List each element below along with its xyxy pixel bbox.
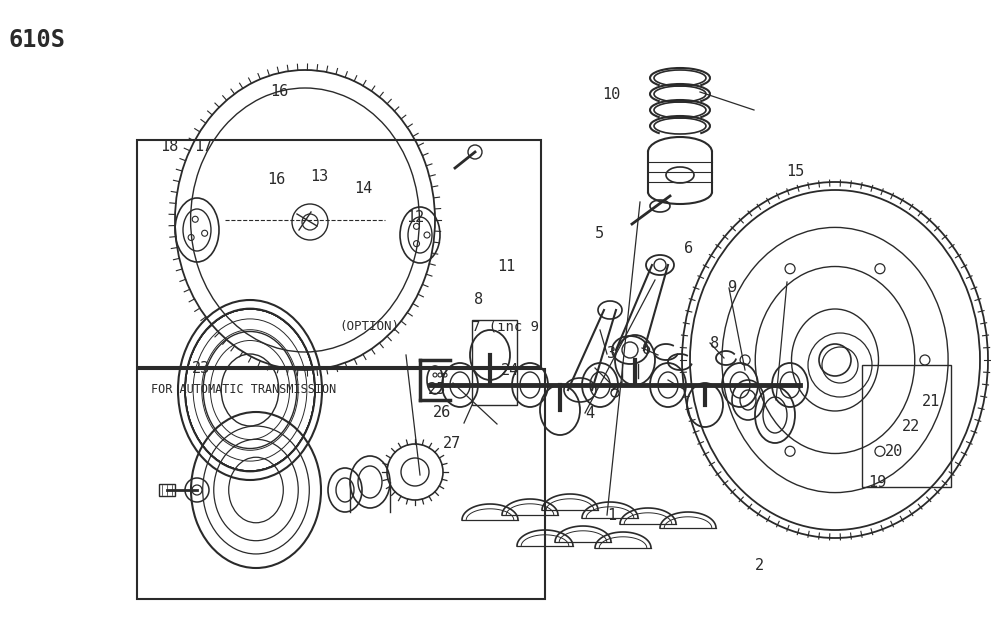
Text: 26: 26 bbox=[433, 405, 451, 420]
Text: 7 (inc 9: 7 (inc 9 bbox=[472, 320, 539, 334]
Text: 8: 8 bbox=[474, 292, 483, 307]
Text: 13: 13 bbox=[310, 169, 328, 184]
Text: 2: 2 bbox=[755, 558, 764, 573]
Bar bbox=[137, 140, 541, 367]
Text: 15: 15 bbox=[786, 164, 804, 179]
Text: 5: 5 bbox=[595, 226, 604, 242]
Text: 610S: 610S bbox=[8, 28, 65, 52]
Text: 10: 10 bbox=[603, 87, 620, 103]
Text: 23: 23 bbox=[192, 361, 210, 376]
Text: 9: 9 bbox=[728, 280, 737, 296]
Bar bbox=[137, 369, 545, 599]
Text: 12: 12 bbox=[406, 210, 424, 226]
Text: 21: 21 bbox=[922, 394, 939, 409]
Text: 27: 27 bbox=[443, 436, 461, 451]
Text: 17: 17 bbox=[194, 138, 212, 154]
Bar bbox=[862, 365, 951, 487]
Text: 11: 11 bbox=[497, 258, 515, 274]
Text: 22: 22 bbox=[902, 419, 920, 435]
Bar bbox=[159, 484, 175, 496]
Text: 18: 18 bbox=[161, 138, 178, 154]
Text: 25: 25 bbox=[428, 381, 446, 397]
Text: 3: 3 bbox=[607, 346, 616, 362]
Text: 4: 4 bbox=[586, 406, 595, 421]
Text: (OPTION): (OPTION) bbox=[339, 320, 399, 333]
Text: 6: 6 bbox=[684, 241, 693, 256]
Text: 20: 20 bbox=[885, 444, 903, 460]
Text: 8: 8 bbox=[710, 336, 718, 351]
Text: FOR AUTOMATIC TRANSMISSION: FOR AUTOMATIC TRANSMISSION bbox=[151, 383, 336, 395]
Text: 16: 16 bbox=[271, 84, 288, 99]
Text: 1: 1 bbox=[607, 508, 616, 523]
Text: 19: 19 bbox=[868, 474, 886, 490]
Text: 24: 24 bbox=[500, 363, 518, 378]
Bar bbox=[472, 320, 517, 405]
Text: 14: 14 bbox=[354, 181, 372, 196]
Text: 16: 16 bbox=[268, 172, 285, 187]
Text: 6: 6 bbox=[642, 342, 651, 357]
